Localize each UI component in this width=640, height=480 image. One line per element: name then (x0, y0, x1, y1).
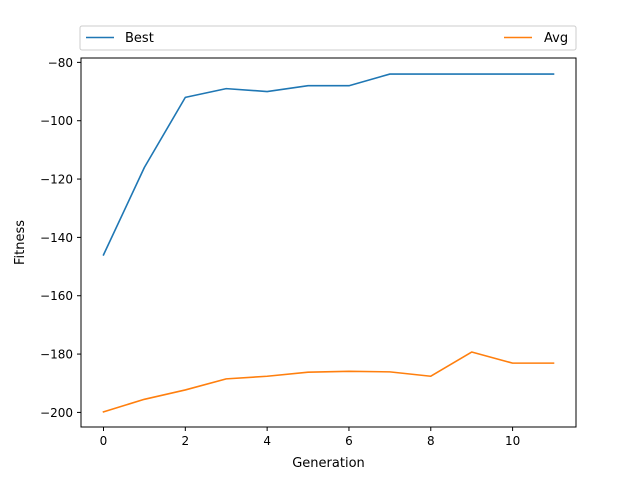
x-axis-label: Generation (292, 456, 365, 471)
x-tick-label: 6 (345, 434, 353, 448)
series-line-best (102, 73, 555, 256)
x-tick-label: 0 (100, 434, 108, 448)
x-tick-label: 8 (427, 434, 435, 448)
x-tick-label: 4 (263, 434, 271, 448)
y-tick-label: −100 (40, 114, 73, 128)
y-tick-label: −120 (40, 173, 73, 187)
legend-label-avg: Avg (544, 31, 568, 46)
legend-box (79, 25, 577, 51)
y-tick-label: −180 (40, 348, 73, 362)
y-tick-label: −160 (40, 289, 73, 303)
legend-label-best: Best (125, 31, 154, 46)
series-line-avg (102, 351, 555, 413)
legend: Best Avg (79, 25, 577, 51)
x-axis: 0 2 4 6 8 10 (100, 427, 520, 448)
y-tick-label: −80 (48, 56, 73, 70)
y-tick-label: −200 (40, 406, 73, 420)
y-tick-label: −140 (40, 231, 73, 245)
x-tick-label: 2 (181, 434, 189, 448)
plot-frame (80, 57, 577, 428)
y-axis: −200 −180 −160 −140 −120 −100 −80 (40, 56, 81, 420)
plot-content (102, 73, 555, 413)
y-axis-label: Fitness (13, 220, 28, 265)
x-tick-label: 10 (505, 434, 520, 448)
